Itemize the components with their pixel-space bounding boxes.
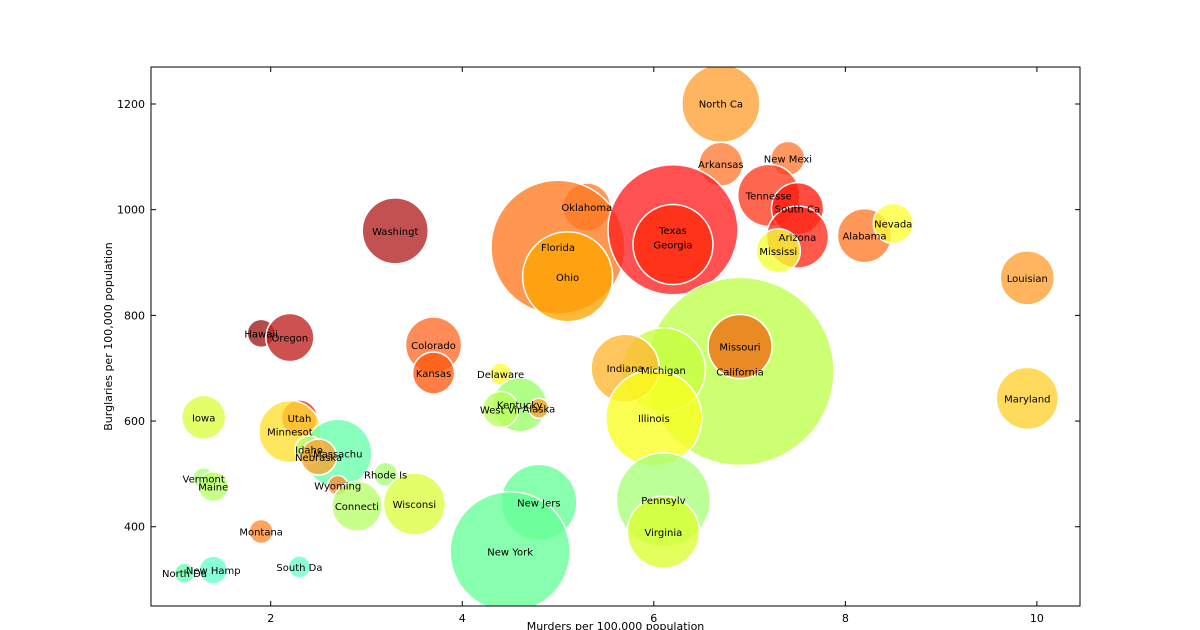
bubble-label: Minnesot xyxy=(267,428,313,439)
bubble-label: Nebraska xyxy=(295,453,342,464)
x-tick-label: 10 xyxy=(1030,612,1044,625)
bubble-point xyxy=(287,555,312,579)
y-tick-label: 1000 xyxy=(117,204,145,217)
x-tick-label: 2 xyxy=(267,612,274,625)
bubble-point xyxy=(872,202,914,245)
bubble-label: Pennsylv xyxy=(641,496,685,507)
bubble-point xyxy=(299,438,338,476)
bubble-label: Kentucky xyxy=(497,401,543,412)
bubble-point xyxy=(331,480,383,532)
y-tick-label: 400 xyxy=(124,521,145,534)
bubble-point xyxy=(382,472,447,536)
bubble-label: Mississi xyxy=(759,247,797,258)
bubble-label: Utah xyxy=(288,414,312,425)
bubble-point xyxy=(197,470,230,503)
bubble-label: Iowa xyxy=(192,413,215,424)
bubble-label: Montana xyxy=(239,527,283,538)
bubble-label: West Vir xyxy=(480,405,522,416)
bubble-label: Idaho xyxy=(295,446,323,457)
bubble-label: South Ca xyxy=(775,205,820,216)
bubble-label: South Da xyxy=(276,563,322,574)
bubble-label: Alaska xyxy=(523,404,556,415)
x-tick-label: 8 xyxy=(842,612,849,625)
bubble-point xyxy=(528,397,550,420)
bubble-point xyxy=(372,461,399,488)
bubble-point xyxy=(180,394,227,441)
bubble-label: Colorado xyxy=(411,341,456,352)
bubble-point xyxy=(481,390,520,429)
bubble-label: Louisian xyxy=(1007,274,1048,285)
bubble-label: Michigan xyxy=(641,366,686,377)
y-tick-label: 1200 xyxy=(117,98,145,111)
y-tick-label: 600 xyxy=(124,415,145,428)
bubble-label: New Jers xyxy=(517,498,560,509)
bubble-label: Ohio xyxy=(556,273,579,284)
bubble-label: Rhode Is xyxy=(364,470,407,481)
bubble-point xyxy=(999,250,1056,306)
bubble-point xyxy=(707,313,773,380)
bubble-label-layer: North Ca New Mexi Arkansas Tennesse South Ca… xyxy=(162,99,1050,580)
bubble-label: Maine xyxy=(198,483,228,494)
x-tick-label: 6 xyxy=(650,612,657,625)
bubble-label: Texas xyxy=(658,226,687,237)
bubble-label: Maryland xyxy=(1004,394,1050,405)
bubble-label: Wisconsi xyxy=(393,500,437,511)
bubble-label: Arizona xyxy=(779,233,817,244)
bubble-point xyxy=(521,231,614,323)
x-tick-label: 4 xyxy=(459,612,466,625)
bubble-point xyxy=(449,490,571,606)
x-axis-ticks: 2 4 6 8 10 xyxy=(267,67,1044,625)
bubble-label: Georgia xyxy=(653,241,692,252)
bubble-point xyxy=(361,197,429,265)
x-axis-title: Murders per 100,000 population xyxy=(527,620,705,630)
bubble-label: Alabama xyxy=(842,232,886,243)
bubble-label: Wyoming xyxy=(314,482,361,493)
y-axis-ticks: 400 600 800 1000 1200 xyxy=(117,98,1080,534)
bubble-label: New Mexi xyxy=(764,154,812,165)
bubble-point xyxy=(173,562,196,584)
bubble-label: Indiana xyxy=(607,364,644,375)
bubble-label: Nevada xyxy=(874,219,912,230)
bubble-label: Tennesse xyxy=(745,191,792,202)
y-axis-title: Burglaries per 100,000 population xyxy=(102,242,115,431)
bubble-label: Massachu xyxy=(313,449,362,460)
bubble-label: Oklahoma xyxy=(561,203,612,214)
bubble-label: Washingt xyxy=(372,227,418,238)
bubble-label: New York xyxy=(487,548,533,559)
bubble-point xyxy=(755,228,802,274)
bubble-label: Oregon xyxy=(272,334,309,345)
bubble-label: Hawaii xyxy=(244,329,278,340)
bubble-label: Florida xyxy=(541,243,575,254)
y-tick-label: 800 xyxy=(124,309,145,322)
bubble-point xyxy=(198,555,229,585)
bubble-label: Missouri xyxy=(719,343,760,354)
bubble-label: Virginia xyxy=(645,528,683,539)
bubble-label: North Da xyxy=(162,569,207,580)
bubble-point xyxy=(626,495,701,569)
bubble-label: Illinois xyxy=(638,414,670,425)
bubble-point xyxy=(995,366,1060,431)
plot-frame xyxy=(150,66,1081,607)
bubble-point xyxy=(248,518,274,545)
bubble-label: California xyxy=(716,367,764,378)
bubble-label: Kansas xyxy=(416,369,451,380)
bubble-point xyxy=(411,351,456,395)
bubble-label: Vermont xyxy=(183,475,225,486)
bubble-label: Arkansas xyxy=(698,160,744,171)
bubble-point xyxy=(632,203,714,286)
bubble-label: New Hamp xyxy=(186,566,241,577)
bubble-label: North Ca xyxy=(699,99,743,110)
bubble-layer xyxy=(173,67,1060,606)
bubble-label: Delaware xyxy=(477,370,524,381)
bubble-label: Connecti xyxy=(335,502,379,513)
bubble-point xyxy=(265,312,315,363)
